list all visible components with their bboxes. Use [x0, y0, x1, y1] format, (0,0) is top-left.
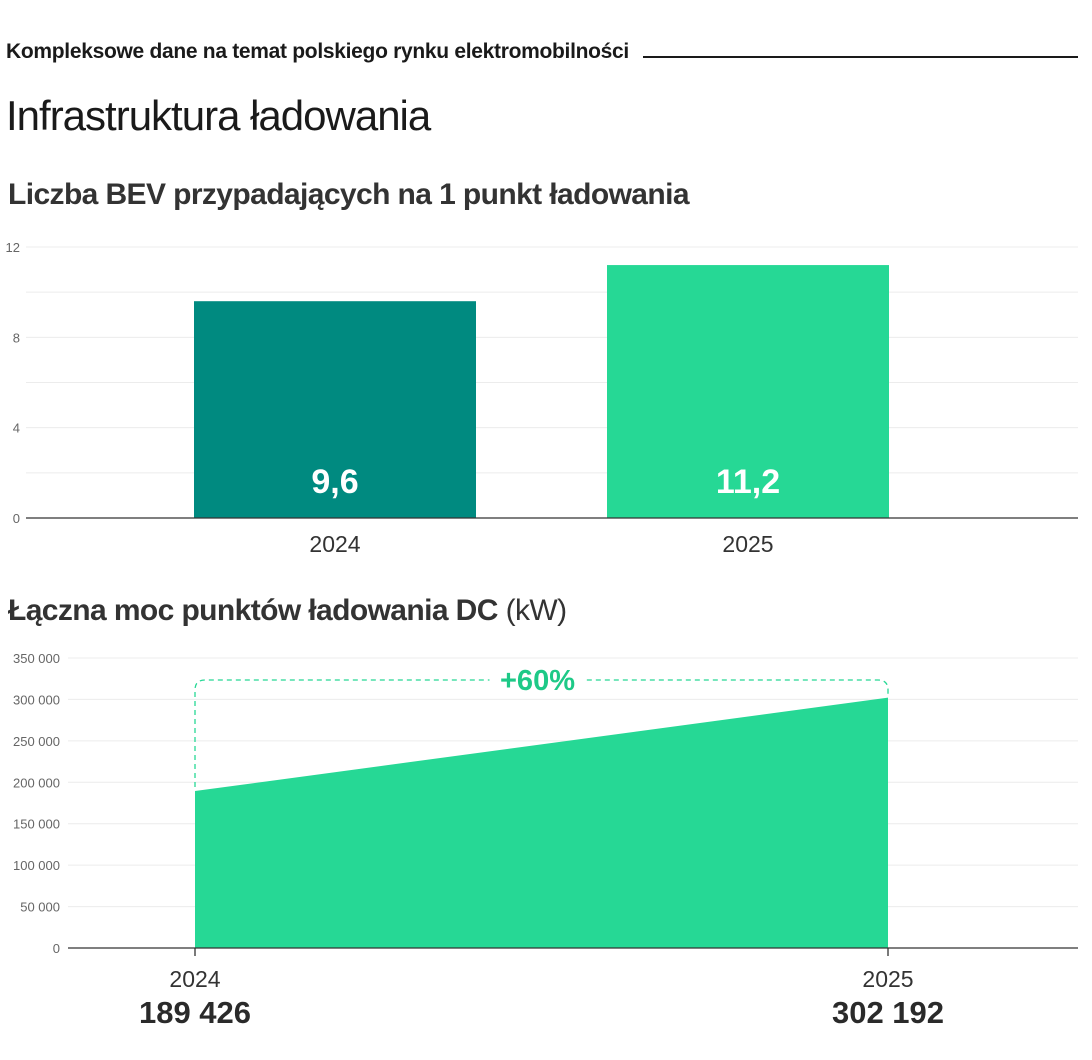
x-tick-label: 2025 — [862, 966, 913, 992]
y-tick-label: 350 000 — [13, 651, 60, 666]
y-tick-label: 50 000 — [20, 900, 60, 915]
header-bar: Kompleksowe dane na temat polskiego rynk… — [6, 38, 1078, 68]
area-chart-title-text: Łączna moc punktów ładowania DC — [8, 594, 498, 627]
x-tick-label: 2025 — [722, 531, 773, 557]
area-chart: 0 50 000 100 000 150 000 200 000 250 000 300 0… — [13, 651, 1078, 1030]
value-label: 189 426 — [139, 995, 251, 1030]
y-tick-label: 200 000 — [13, 775, 60, 790]
y-tick-label: 150 000 — [13, 817, 60, 832]
y-tick-label: 4 — [13, 421, 20, 436]
y-tick-label: 0 — [53, 941, 60, 956]
report-kicker: Kompleksowe dane na temat polskiego rynk… — [6, 40, 643, 64]
bar-chart: 0 4 8 12 9,6 2024 11,2 2025 — [6, 240, 1078, 557]
y-tick-label: 12 — [6, 240, 20, 255]
bar-2024 — [194, 301, 476, 518]
bar-value-label: 11,2 — [716, 463, 780, 501]
area-chart-unit: (kW) — [505, 594, 568, 627]
y-tick-label: 100 000 — [13, 858, 60, 873]
growth-label-bg — [489, 664, 586, 696]
y-tick-label: 0 — [13, 511, 20, 526]
growth-label: +60% — [500, 665, 575, 697]
bar-chart-title: Liczba BEV przypadających na 1 punkt ład… — [8, 178, 690, 211]
page-title: Infrastruktura ładowania — [6, 92, 431, 139]
value-label: 302 192 — [832, 995, 944, 1030]
area-chart-title: Łączna moc punktów ładowania DC (kW) — [8, 594, 568, 628]
bar-2025 — [607, 265, 889, 518]
growth-bracket — [194, 679, 889, 788]
x-tick-label: 2024 — [169, 966, 220, 992]
bar-value-label: 9,6 — [311, 463, 358, 501]
area-series — [195, 697, 888, 948]
x-tick-label: 2024 — [309, 531, 360, 557]
y-tick-label: 250 000 — [13, 734, 60, 749]
y-tick-label: 300 000 — [13, 692, 60, 707]
y-tick-label: 8 — [13, 330, 20, 345]
